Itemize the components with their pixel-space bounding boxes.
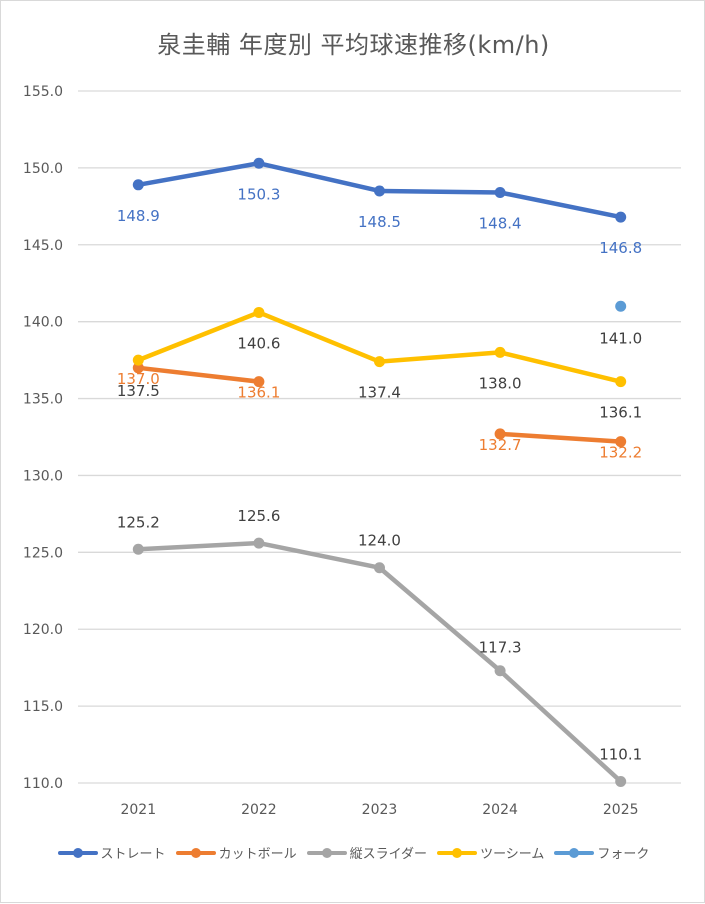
legend-swatch-icon [57,847,98,859]
legend-marker [321,847,332,858]
data-point [494,428,506,440]
series-line-segment [497,190,623,220]
data-label: 148.5 [358,213,401,231]
series-line-segment [497,350,623,384]
y-tick-label: 125.0 [23,545,63,561]
x-tick-label: 2022 [241,802,277,818]
legend-label: 縦スライダー [349,847,428,862]
y-tick-label: 140.0 [23,315,63,331]
y-tick-label: 120.0 [23,622,63,638]
chart-title: 泉圭輔 年度別 平均球速推移(km/h) [157,31,550,59]
data-point [253,157,265,169]
data-label: 141.0 [599,329,642,347]
series-line-segment [377,565,503,673]
data-label: 138.0 [479,374,522,392]
x-tick-label: 2025 [603,802,639,818]
series-line-segment [256,161,382,194]
data-point [374,356,385,368]
data-point [374,185,385,197]
legend-marker [72,847,83,858]
series-line-segment [256,540,382,570]
data-point [615,436,627,448]
legend-label: ツーシーム [480,847,545,862]
data-point [615,376,627,388]
data-point [253,537,265,549]
series-line-segment [256,310,382,364]
x-tick-label: 2024 [482,802,518,818]
data-label: 132.2 [599,444,642,462]
series-line-segment [136,365,262,384]
data-label: 110.1 [599,745,642,763]
legend-swatch-icon [175,847,216,859]
x-tick-label: 2021 [120,802,156,818]
y-tick-label: 155.0 [23,84,63,100]
legend-item[interactable]: 縦スライダー [306,843,428,862]
series-line-segment [136,540,262,552]
y-tick-label: 145.0 [23,238,63,254]
y-tick-label: 130.0 [23,468,63,484]
x-tick-label: 2023 [362,802,398,818]
data-label: 146.8 [599,239,642,257]
data-point [132,362,144,374]
data-point [253,376,265,388]
data-point [615,300,627,312]
y-tick-label: 115.0 [23,699,63,715]
legend-label: カットボール [218,847,297,862]
legend-label: ストレート [100,847,166,862]
data-label: 117.3 [479,639,522,657]
legend-item[interactable]: ストレート [57,843,166,862]
legend-swatch-icon [306,847,347,859]
legend-swatch-icon [437,847,478,859]
y-tick-label: 110.0 [23,776,63,792]
legend-marker [190,847,201,858]
data-point [132,354,144,366]
data-label: 150.3 [237,185,280,203]
data-point [132,543,144,555]
series-line-segment [136,310,262,363]
series-line-segment [136,161,262,188]
data-label: 132.7 [479,436,522,454]
legend-swatch-icon [554,847,595,859]
data-label: 137.0 [117,370,160,388]
data-label: 148.9 [117,207,160,225]
data-point [374,562,385,574]
legend-label: フォーク [597,847,650,862]
legend-item[interactable]: ツーシーム [437,843,544,862]
legend-marker [452,847,463,858]
data-point [253,306,265,318]
data-point [132,179,144,191]
y-tick-label: 150.0 [23,161,63,177]
data-label: 125.6 [237,507,280,525]
legend: ストレート カットボール 縦スライダー ツーシーム フォーク [1,843,705,862]
series-line-segment [377,188,503,195]
series-line-segment [497,431,623,444]
data-point [615,775,627,787]
series-line-segment [377,350,503,364]
data-label: 148.4 [479,214,522,232]
legend-marker [569,847,580,858]
data-point [494,665,506,677]
data-label: 137.4 [358,384,401,402]
series-line-segment [497,668,623,784]
legend-item[interactable]: フォーク [554,843,649,862]
data-label: 125.2 [117,513,160,531]
legend-item[interactable]: カットボール [175,843,297,862]
data-point [494,186,506,198]
data-label: 136.1 [599,404,642,422]
data-label: 140.6 [237,334,280,352]
data-point [615,211,627,223]
data-label: 124.0 [358,532,401,550]
data-label: 137.5 [117,382,160,400]
y-tick-label: 135.0 [23,392,63,408]
data-label: 136.1 [237,384,280,402]
data-point [494,346,506,358]
